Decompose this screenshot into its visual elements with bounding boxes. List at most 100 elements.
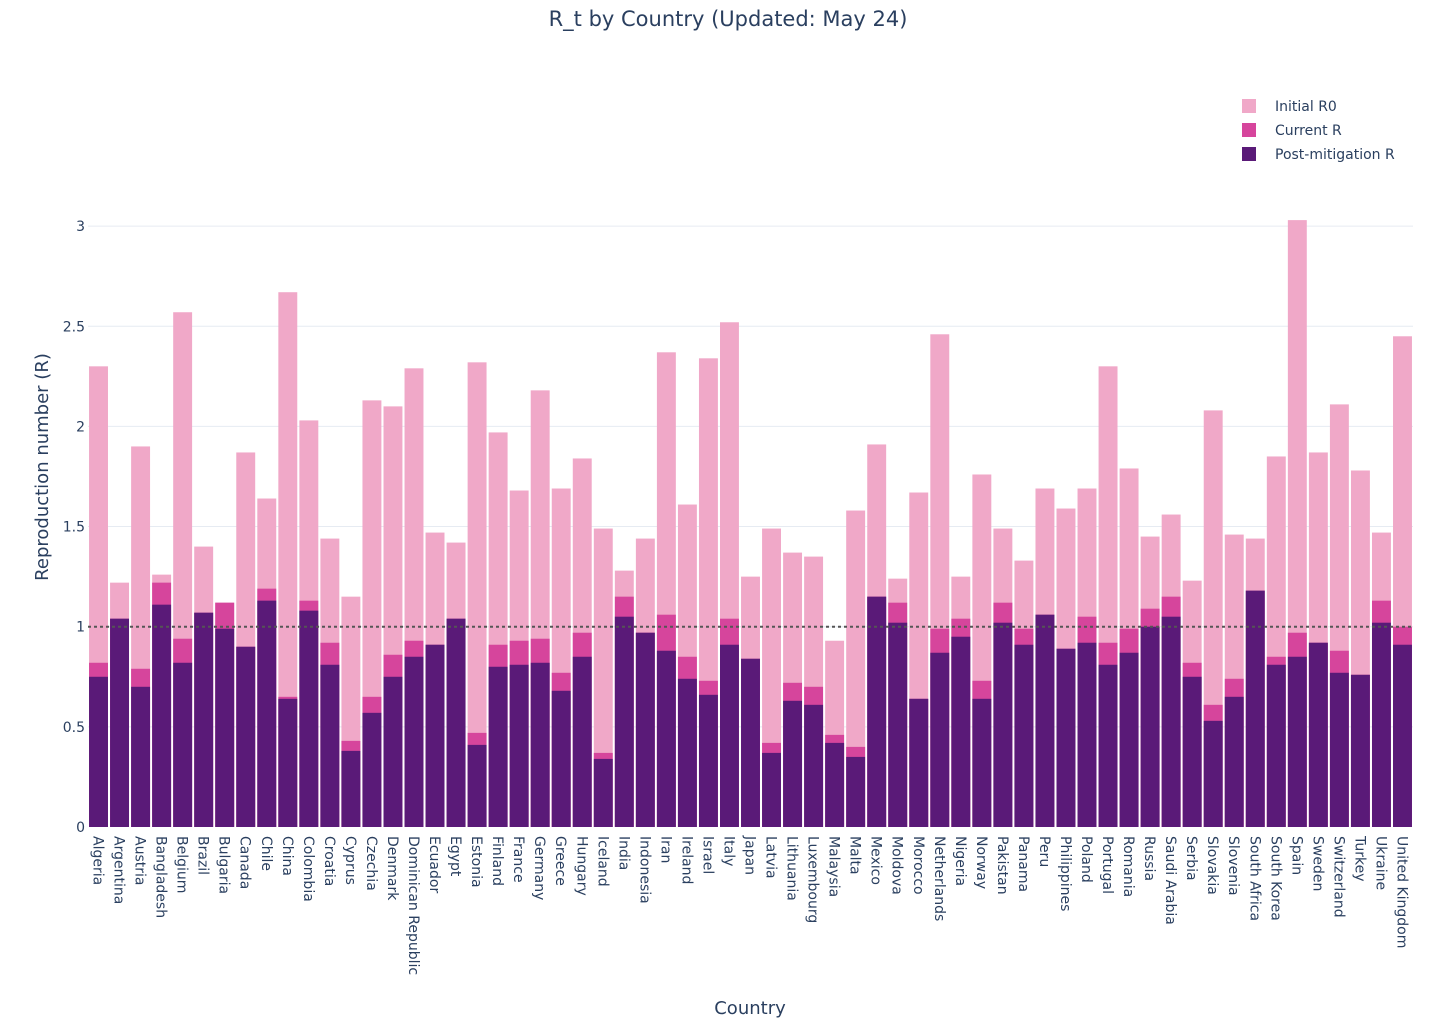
bar-post-mitigation-r[interactable] bbox=[1056, 648, 1076, 827]
bar-post-mitigation-r[interactable] bbox=[1077, 642, 1097, 827]
bar-post-mitigation-r[interactable] bbox=[1119, 652, 1139, 827]
x-tick-label: Croatia bbox=[321, 836, 337, 886]
bar-post-mitigation-r[interactable] bbox=[1350, 674, 1370, 827]
bar-post-mitigation-r[interactable] bbox=[614, 616, 634, 827]
bar-post-mitigation-r[interactable] bbox=[698, 694, 718, 827]
y-tick-label: 3 bbox=[76, 219, 85, 235]
bar-post-mitigation-r[interactable] bbox=[783, 700, 803, 827]
bar-initial-r0[interactable] bbox=[593, 528, 613, 827]
y-tick-label: 2.5 bbox=[63, 319, 85, 335]
bar-post-mitigation-r[interactable] bbox=[1245, 590, 1265, 827]
x-tick-label: Israel bbox=[699, 836, 715, 874]
bar-post-mitigation-r[interactable] bbox=[635, 632, 655, 827]
bar-post-mitigation-r[interactable] bbox=[110, 618, 130, 827]
bar-post-mitigation-r[interactable] bbox=[215, 628, 235, 827]
bar-post-mitigation-r[interactable] bbox=[425, 644, 445, 827]
x-tick-label: Greece bbox=[552, 836, 568, 886]
bar-post-mitigation-r[interactable] bbox=[888, 622, 908, 827]
legend[interactable]: Initial R0 Current R Post-mitigation R bbox=[1242, 99, 1395, 163]
bar-post-mitigation-r[interactable] bbox=[530, 662, 550, 827]
bar-post-mitigation-r[interactable] bbox=[762, 752, 781, 827]
bar-post-mitigation-r[interactable] bbox=[1308, 642, 1328, 827]
bar-post-mitigation-r[interactable] bbox=[951, 636, 971, 827]
bar-post-mitigation-r[interactable] bbox=[1098, 664, 1118, 827]
bar-post-mitigation-r[interactable] bbox=[1329, 672, 1349, 827]
bar-post-mitigation-r[interactable] bbox=[720, 644, 739, 827]
bar-post-mitigation-r[interactable] bbox=[509, 664, 529, 827]
bar-post-mitigation-r[interactable] bbox=[1266, 664, 1286, 827]
bar-post-mitigation-r[interactable] bbox=[1224, 696, 1244, 827]
x-tick-label: Moldova bbox=[889, 836, 905, 895]
bar-post-mitigation-r[interactable] bbox=[1371, 622, 1391, 827]
bar-post-mitigation-r[interactable] bbox=[1161, 616, 1181, 827]
bar-post-mitigation-r[interactable] bbox=[89, 676, 108, 827]
legend-swatch[interactable] bbox=[1242, 147, 1256, 161]
bar-post-mitigation-r[interactable] bbox=[173, 662, 193, 827]
bar-post-mitigation-r[interactable] bbox=[909, 698, 929, 827]
bar-post-mitigation-r[interactable] bbox=[846, 756, 866, 827]
bar-post-mitigation-r[interactable] bbox=[1287, 656, 1307, 827]
bar-post-mitigation-r[interactable] bbox=[341, 750, 361, 827]
bar-post-mitigation-r[interactable] bbox=[1203, 720, 1223, 827]
legend-label[interactable]: Post-mitigation R bbox=[1275, 147, 1395, 163]
bar-post-mitigation-r[interactable] bbox=[257, 600, 277, 827]
bar-post-mitigation-r[interactable] bbox=[972, 698, 992, 827]
bar-post-mitigation-r[interactable] bbox=[572, 656, 592, 827]
x-tick-label: Argentina bbox=[111, 836, 127, 904]
bar-post-mitigation-r[interactable] bbox=[362, 712, 382, 827]
bar-post-mitigation-r[interactable] bbox=[131, 686, 151, 827]
bar-post-mitigation-r[interactable] bbox=[404, 656, 424, 827]
x-tick-label: Austria bbox=[132, 836, 148, 885]
bar-post-mitigation-r[interactable] bbox=[656, 650, 676, 827]
bar-post-mitigation-r[interactable] bbox=[278, 698, 298, 827]
x-tick-label: Japan bbox=[742, 835, 758, 875]
bar-post-mitigation-r[interactable] bbox=[825, 742, 845, 827]
bar-post-mitigation-r[interactable] bbox=[383, 676, 403, 827]
x-tick-label: Nigeria bbox=[952, 836, 968, 886]
bar-post-mitigation-r[interactable] bbox=[152, 604, 172, 827]
bar-post-mitigation-r[interactable] bbox=[930, 652, 950, 827]
bar-post-mitigation-r[interactable] bbox=[467, 744, 487, 827]
bar-post-mitigation-r[interactable] bbox=[804, 704, 824, 827]
bar-post-mitigation-r[interactable] bbox=[593, 758, 613, 827]
x-tick-label: Norway bbox=[973, 836, 989, 889]
x-tick-label: South Africa bbox=[1246, 836, 1262, 921]
bar-post-mitigation-r[interactable] bbox=[320, 664, 340, 827]
x-tick-label: Colombia bbox=[300, 836, 316, 902]
x-tick-label: Turkey bbox=[1351, 835, 1367, 882]
x-tick-label: Morocco bbox=[910, 836, 926, 895]
bar-post-mitigation-r[interactable] bbox=[299, 610, 319, 827]
x-tick-label: United Kingdom bbox=[1393, 836, 1409, 948]
x-tick-label: India bbox=[615, 836, 631, 870]
x-tick-label: Ireland bbox=[678, 836, 694, 884]
bar-post-mitigation-r[interactable] bbox=[551, 690, 571, 827]
bar-post-mitigation-r[interactable] bbox=[993, 622, 1013, 827]
bar-post-mitigation-r[interactable] bbox=[194, 612, 214, 827]
bar-post-mitigation-r[interactable] bbox=[1014, 644, 1034, 827]
x-tick-label: Hungary bbox=[573, 836, 589, 896]
bar-post-mitigation-r[interactable] bbox=[741, 658, 760, 827]
legend-label[interactable]: Current R bbox=[1275, 123, 1342, 139]
bar-post-mitigation-r[interactable] bbox=[867, 596, 887, 827]
legend-swatch[interactable] bbox=[1242, 123, 1256, 137]
bar-initial-r0[interactable] bbox=[278, 292, 298, 828]
bar-post-mitigation-r[interactable] bbox=[488, 666, 508, 827]
bar-post-mitigation-r[interactable] bbox=[1182, 676, 1202, 827]
x-tick-label: Poland bbox=[1078, 836, 1094, 883]
bar-post-mitigation-r[interactable] bbox=[1140, 626, 1160, 827]
bar-post-mitigation-r[interactable] bbox=[1035, 614, 1055, 827]
bar-initial-r0[interactable] bbox=[467, 362, 487, 827]
x-tick-label: Italy bbox=[720, 836, 736, 866]
y-tick-label: 2 bbox=[76, 419, 85, 435]
bar-post-mitigation-r[interactable] bbox=[1393, 644, 1412, 827]
x-tick-label: Estonia bbox=[468, 836, 484, 888]
legend-swatch[interactable] bbox=[1242, 99, 1256, 113]
x-axis-ticks: Algeria Argentina Austria Bangladesh Belgium… bbox=[90, 835, 1410, 975]
x-tick-label: Ukraine bbox=[1372, 836, 1388, 890]
bar-post-mitigation-r[interactable] bbox=[677, 678, 697, 827]
bar-post-mitigation-r[interactable] bbox=[236, 646, 256, 827]
x-tick-label: Sweden bbox=[1309, 836, 1325, 891]
x-tick-label: Denmark bbox=[384, 836, 400, 901]
bar-post-mitigation-r[interactable] bbox=[446, 618, 466, 827]
legend-label[interactable]: Initial R0 bbox=[1275, 99, 1337, 115]
